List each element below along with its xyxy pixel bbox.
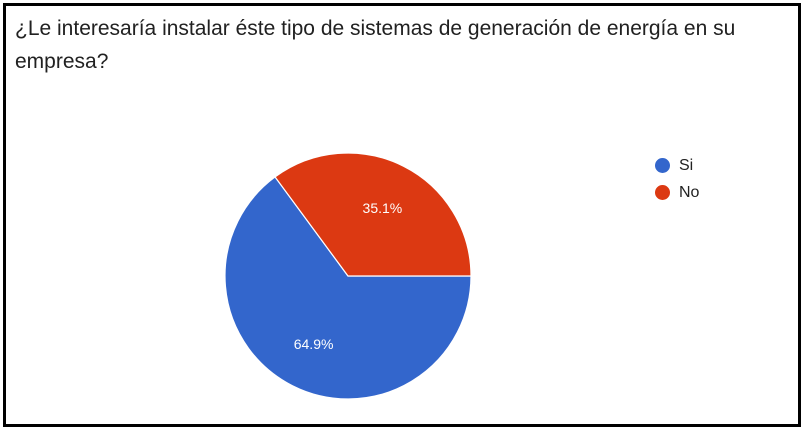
legend-item-no[interactable]: No [655, 179, 699, 206]
legend-swatch-si [655, 158, 670, 173]
legend-item-si[interactable]: Si [655, 152, 699, 179]
chart-frame: ¿Le interesaría instalar éste tipo de si… [3, 3, 801, 427]
pie-slice-si[interactable] [224, 176, 472, 400]
pie-slice-no[interactable] [274, 152, 472, 277]
chart-title: ¿Le interesaría instalar éste tipo de si… [15, 17, 736, 73]
legend-label-no: No [679, 183, 700, 201]
pie-chart: 64.9% 35.1% [224, 152, 472, 400]
pie-label-no: 35.1% [363, 200, 403, 216]
pie-label-si: 64.9% [294, 336, 334, 352]
legend-label-si: Si [679, 156, 694, 174]
legend-swatch-no [655, 185, 670, 200]
legend: Si No [655, 152, 699, 206]
